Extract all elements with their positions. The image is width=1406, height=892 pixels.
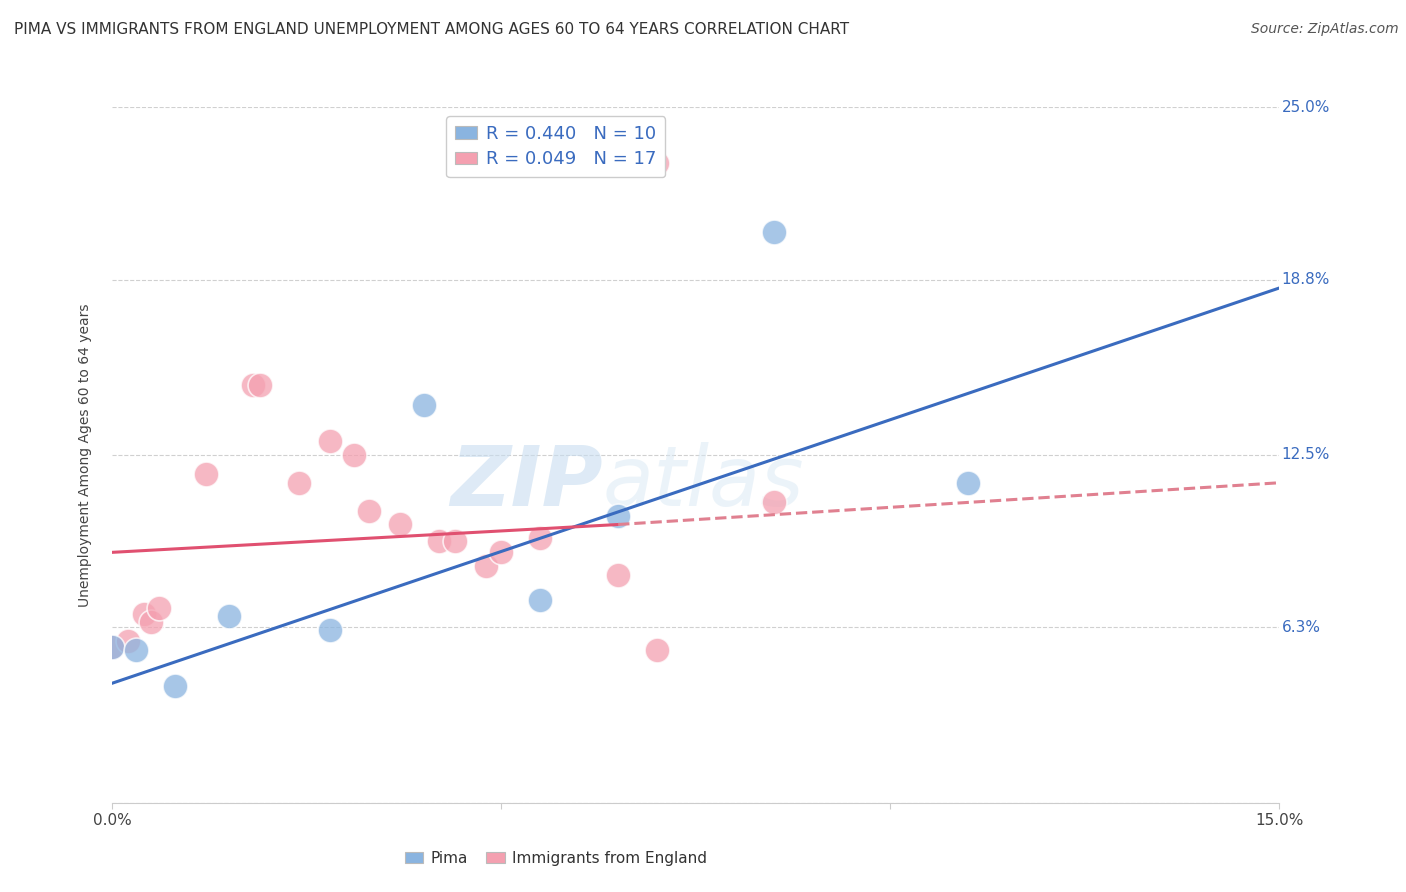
Text: 25.0%: 25.0%	[1282, 100, 1330, 114]
Point	[443, 534, 465, 549]
Point	[101, 640, 124, 654]
Point	[412, 398, 434, 412]
Text: atlas: atlas	[603, 442, 804, 524]
Text: 6.3%: 6.3%	[1282, 620, 1320, 635]
Point	[319, 624, 342, 638]
Point	[529, 592, 551, 607]
Point	[288, 475, 311, 490]
Point	[645, 155, 668, 169]
Point	[117, 634, 139, 648]
Point	[194, 467, 217, 482]
Point	[607, 567, 630, 582]
Text: 12.5%: 12.5%	[1282, 448, 1330, 462]
Point	[132, 607, 155, 621]
Point	[218, 609, 240, 624]
Point	[762, 225, 785, 239]
Point	[319, 434, 342, 448]
Point	[957, 475, 980, 490]
Point	[427, 534, 450, 549]
Y-axis label: Unemployment Among Ages 60 to 64 years: Unemployment Among Ages 60 to 64 years	[77, 303, 91, 607]
Text: 18.8%: 18.8%	[1282, 272, 1330, 287]
Point	[645, 642, 668, 657]
Point	[141, 615, 163, 629]
Point	[529, 532, 551, 546]
Text: ZIP: ZIP	[450, 442, 603, 524]
Point	[148, 601, 170, 615]
Point	[163, 679, 186, 693]
Point	[607, 509, 630, 524]
Point	[389, 517, 412, 532]
Legend: Pima, Immigrants from England: Pima, Immigrants from England	[398, 845, 713, 871]
Text: PIMA VS IMMIGRANTS FROM ENGLAND UNEMPLOYMENT AMONG AGES 60 TO 64 YEARS CORRELATI: PIMA VS IMMIGRANTS FROM ENGLAND UNEMPLOY…	[14, 22, 849, 37]
Text: Source: ZipAtlas.com: Source: ZipAtlas.com	[1251, 22, 1399, 37]
Point	[359, 503, 381, 517]
Point	[762, 495, 785, 509]
Point	[101, 640, 124, 654]
Point	[343, 448, 366, 462]
Point	[242, 378, 264, 392]
Point	[125, 642, 148, 657]
Point	[475, 559, 498, 574]
Point	[491, 545, 513, 559]
Point	[249, 378, 271, 392]
